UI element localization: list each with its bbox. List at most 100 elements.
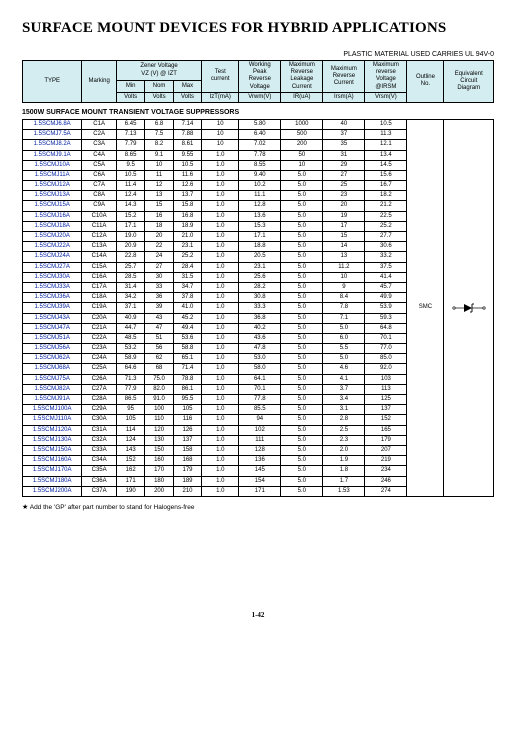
cell-max: 16.8 — [173, 211, 201, 221]
cell-max: 10.5 — [173, 160, 201, 170]
cell-marking: C34A — [82, 456, 117, 466]
cell-min: 19.0 — [116, 232, 144, 242]
cell-max: 168 — [173, 456, 201, 466]
cell-ir: 5.0 — [281, 486, 323, 496]
cell-irsm: 14 — [323, 242, 365, 252]
cell-max: 34.7 — [173, 282, 201, 292]
cell-vrwm: 17.1 — [239, 232, 281, 242]
cell-nom: 7.5 — [145, 130, 173, 140]
cell-ir: 5.0 — [281, 323, 323, 333]
cell-vrsm: 125 — [365, 395, 407, 405]
cell-marking: C33A — [82, 445, 117, 455]
cell-ir: 5.0 — [281, 272, 323, 282]
page-container: SURFACE MOUNT DEVICES FOR HYBRID APPLICA… — [0, 0, 516, 619]
cell-izt: 1.0 — [202, 201, 239, 211]
cell-izt: 10 — [202, 130, 239, 140]
cell-marking: C16A — [82, 272, 117, 282]
cell-irsm: 31 — [323, 150, 365, 160]
cell-izt: 1.0 — [202, 170, 239, 180]
cell-irsm: 29 — [323, 160, 365, 170]
cell-marking: C27A — [82, 384, 117, 394]
cell-min: 31.4 — [116, 282, 144, 292]
cell-nom: 10 — [145, 160, 173, 170]
cell-irsm: 4.6 — [323, 364, 365, 374]
cell-nom: 62 — [145, 354, 173, 364]
cell-marking: C6A — [82, 170, 117, 180]
cell-marking: C26A — [82, 374, 117, 384]
cell-type: 1.5SCMJ170A — [23, 466, 82, 476]
cell-min: 6.45 — [116, 119, 144, 129]
cell-vrwm: 12.8 — [239, 201, 281, 211]
cell-vrwm: 23.1 — [239, 262, 281, 272]
cell-vrwm: 43.6 — [239, 333, 281, 343]
cell-nom: 11 — [145, 170, 173, 180]
hdr-nom: Nom — [145, 81, 173, 93]
cell-irsm: 3.1 — [323, 405, 365, 415]
cell-type: 1.5SCMJ39A — [23, 303, 82, 313]
cell-izt: 1.0 — [202, 323, 239, 333]
cell-vrsm: 113 — [365, 384, 407, 394]
cell-type: 1.5SCMJ82A — [23, 384, 82, 394]
cell-nom: 170 — [145, 466, 173, 476]
cell-marking: C3A — [82, 140, 117, 150]
cell-max: 58.8 — [173, 344, 201, 354]
cell-marking: C36A — [82, 476, 117, 486]
cell-min: 114 — [116, 425, 144, 435]
cell-min: 48.5 — [116, 333, 144, 343]
cell-vrsm: 11.3 — [365, 130, 407, 140]
cell-nom: 180 — [145, 476, 173, 486]
cell-max: 31.5 — [173, 272, 201, 282]
cell-vrwm: 102 — [239, 425, 281, 435]
cell-max: 18.9 — [173, 221, 201, 231]
cell-vrsm: 22.5 — [365, 211, 407, 221]
cell-irsm: 40 — [323, 119, 365, 129]
cell-vrwm: 171 — [239, 486, 281, 496]
cell-irsm: 2.5 — [323, 425, 365, 435]
cell-irsm: 35 — [323, 140, 365, 150]
cell-type: 1.5SCMJ75A — [23, 374, 82, 384]
cell-vrwm: 70.1 — [239, 384, 281, 394]
cell-marking: C35A — [82, 466, 117, 476]
cell-nom: 30 — [145, 272, 173, 282]
cell-type: 1.5SCMJ160A — [23, 456, 82, 466]
cell-nom: 6.8 — [145, 119, 173, 129]
cell-max: 116 — [173, 415, 201, 425]
cell-irsm: 2.0 — [323, 445, 365, 455]
cell-nom: 20 — [145, 232, 173, 242]
cell-ir: 5.0 — [281, 303, 323, 313]
cell-vrwm: 128 — [239, 445, 281, 455]
cell-type: 1.5SCMJ62A — [23, 354, 82, 364]
cell-ir: 5.0 — [281, 293, 323, 303]
cell-ir: 5.0 — [281, 211, 323, 221]
cell-marking: C7A — [82, 181, 117, 191]
cell-ir: 5.0 — [281, 191, 323, 201]
cell-marking: C32A — [82, 435, 117, 445]
hdr-working: Working Peak Reverse Voltage — [239, 61, 281, 93]
cell-vrsm: 59.3 — [365, 313, 407, 323]
hdr-izt: IzT(mA) — [202, 92, 239, 102]
cell-izt: 1.0 — [202, 456, 239, 466]
cell-ir: 5.0 — [281, 262, 323, 272]
cell-vrsm: 92.0 — [365, 364, 407, 374]
cell-nom: 36 — [145, 293, 173, 303]
cell-type: 1.5SCMJ110A — [23, 415, 82, 425]
cell-izt: 1.0 — [202, 486, 239, 496]
cell-nom: 43 — [145, 313, 173, 323]
cell-type: 1.5SCMJ120A — [23, 425, 82, 435]
cell-irsm: 17 — [323, 221, 365, 231]
cell-marking: C22A — [82, 333, 117, 343]
cell-vrwm: 6.40 — [239, 130, 281, 140]
cell-type: 1.5SCMJ36A — [23, 293, 82, 303]
cell-type: 1.5SCMJ6.8A — [23, 119, 82, 129]
cell-min: 152 — [116, 456, 144, 466]
cell-min: 14.3 — [116, 201, 144, 211]
cell-max: 7.14 — [173, 119, 201, 129]
hdr-vrwm: Vrwm(V) — [239, 92, 281, 102]
cell-max: 9.55 — [173, 150, 201, 160]
cell-irsm: 1.8 — [323, 466, 365, 476]
cell-nom: 120 — [145, 425, 173, 435]
cell-izt: 10 — [202, 140, 239, 150]
cell-vrwm: 47.8 — [239, 344, 281, 354]
cell-max: 45.2 — [173, 313, 201, 323]
cell-irsm: 25 — [323, 181, 365, 191]
